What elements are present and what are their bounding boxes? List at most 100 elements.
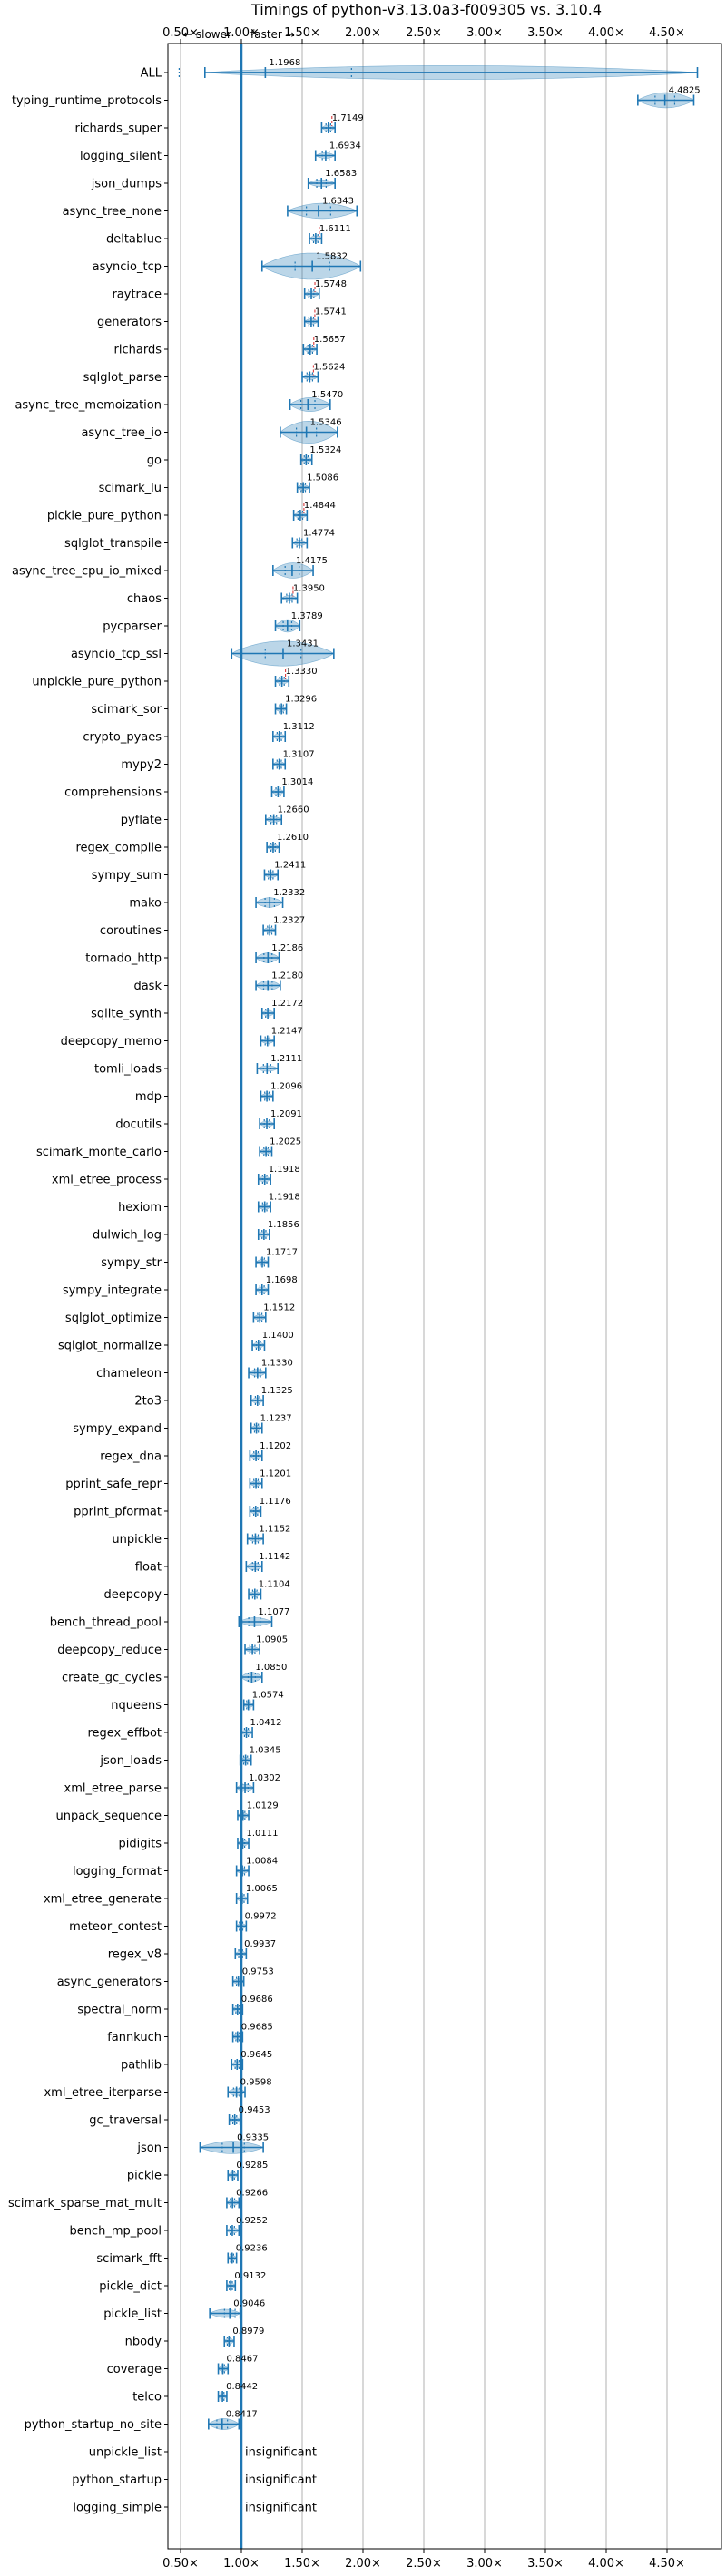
benchmark-label: sympy_sum [92, 869, 162, 883]
value-label: 0.8467 [226, 2355, 258, 2365]
benchmark-label: deepcopy [103, 1588, 162, 1602]
benchmark-label: pickle_pure_python [47, 510, 162, 523]
value-label: 0.8417 [226, 2410, 258, 2420]
value-label: 1.3789 [291, 611, 323, 621]
x-tick-label: 4.50× [649, 26, 685, 40]
benchmark-label: pidigits [119, 1838, 162, 1851]
x-tick-label: 2.50× [406, 26, 442, 40]
benchmark-label: python_startup_no_site [25, 2418, 162, 2432]
benchmark-label: float [135, 1561, 162, 1575]
benchmark-label: fannkuch [107, 2031, 162, 2044]
benchmark-label: dask [133, 980, 162, 993]
benchmark-label: sqlglot_optimize [65, 1312, 162, 1325]
value-label: 1.6934 [329, 141, 361, 151]
value-label: 1.1918 [269, 1165, 300, 1175]
value-label: 1.0065 [246, 1884, 278, 1894]
value-label: 1.1400 [262, 1331, 294, 1341]
benchmark-label: telco [132, 2391, 162, 2405]
value-label: 1.1918 [269, 1193, 300, 1203]
value-label: 1.2025 [270, 1137, 301, 1147]
benchmark-label: pickle [127, 2170, 162, 2183]
value-label: 1.1512 [263, 1303, 295, 1313]
value-label: 1.1104 [259, 1580, 290, 1590]
benchmark-label: gc_traversal [89, 2114, 162, 2128]
value-label: 1.3330 [286, 667, 318, 677]
value-label: 1.1077 [258, 1607, 289, 1617]
value-label: 1.2411 [274, 861, 306, 871]
value-label: 1.0850 [255, 1663, 287, 1673]
benchmark-label: sympy_integrate [63, 1284, 162, 1298]
x-tick-label: 4.00× [588, 26, 624, 40]
value-label: 1.1152 [259, 1525, 290, 1535]
value-label: 0.9453 [239, 2105, 270, 2115]
x-tick-label: 1.50× [284, 26, 320, 40]
benchmark-label: bench_thread_pool [50, 1616, 162, 1630]
benchmark-label: sqlglot_normalize [58, 1340, 162, 1353]
y-axis-labels: ALL typing_runtime_protocols richards_supe… [8, 67, 168, 2515]
value-label: 1.2172 [271, 999, 303, 1009]
x-tick-label: 3.00× [466, 26, 503, 40]
value-label: 0.9236 [236, 2244, 268, 2254]
benchmark-label: asyncio_tcp_ssl [71, 648, 162, 661]
benchmark-label: json_dumps [91, 178, 162, 191]
x-tick-label: 0.50× [162, 26, 199, 40]
benchmark-label: sympy_expand [73, 1422, 162, 1436]
x-tick-label: 0.50× [162, 2557, 199, 2571]
value-label: 0.9132 [234, 2271, 266, 2281]
reference-line-layer [240, 44, 698, 2549]
value-label: 1.1201 [260, 1469, 291, 1479]
value-label: 1.5624 [313, 363, 345, 373]
benchmark-label: scimark_fft [96, 2252, 162, 2266]
benchmark-label: asyncio_tcp [93, 260, 162, 274]
benchmark-label: crypto_pyaes [83, 731, 162, 745]
value-label: 1.5832 [316, 252, 348, 262]
benchmark-label: tornado_http [85, 952, 162, 966]
benchmark-label: sqlglot_transpile [64, 537, 162, 551]
benchmark-label: async_tree_none [63, 205, 162, 219]
value-label: 1.6111 [319, 224, 351, 234]
value-label: 1.7149 [332, 113, 364, 123]
value-label: 0.9972 [245, 1912, 277, 1922]
plot-frame [167, 43, 722, 2550]
value-label: 0.8442 [226, 2382, 258, 2392]
value-label: 1.0129 [247, 1801, 279, 1811]
benchmark-label: xml_etree_parse [64, 1782, 162, 1796]
benchmark-label: async_generators [57, 1976, 162, 1989]
value-label: 0.9685 [241, 2023, 273, 2033]
direction-labels: ← slower faster → [183, 28, 295, 41]
benchmark-label: scimark_sor [91, 703, 162, 717]
value-label: 1.2096 [270, 1082, 302, 1092]
x-axis-top: 0.50× 1.00× 1.50× 2.00× 2.50× 3.00× 3.50× 4.00×… [162, 26, 685, 44]
value-label: 0.9046 [233, 2299, 265, 2309]
value-label: 1.3014 [281, 777, 313, 787]
value-label: 1.1202 [260, 1441, 291, 1451]
faster-direction-label: faster → [250, 28, 295, 41]
benchmark-label: unpickle [112, 1533, 162, 1547]
x-tick-label: 2.50× [406, 2557, 442, 2571]
benchmark-label: unpickle_pure_python [32, 676, 162, 689]
benchmark-label: xml_etree_iterparse [44, 2086, 162, 2100]
benchmark-label: tomli_loads [94, 1063, 162, 1077]
benchmark-label: pprint_pformat [74, 1506, 162, 1519]
benchmark-label: nbody [125, 2336, 162, 2349]
benchmark-label: async_tree_cpu_io_mixed [12, 565, 162, 579]
insignificant-label: insignificant [245, 2474, 317, 2487]
value-label: 1.5470 [311, 390, 343, 400]
value-label: 1.0574 [252, 1691, 284, 1701]
benchmark-label: dulwich_log [93, 1229, 162, 1243]
value-label: 0.9645 [240, 2050, 272, 2060]
value-label: 1.1325 [261, 1386, 293, 1396]
benchmark-label: bench_mp_pool [69, 2225, 162, 2239]
benchmark-label: sqlglot_parse [83, 371, 162, 385]
value-label: 1.5748 [315, 279, 347, 289]
value-label: 1.4844 [304, 501, 336, 511]
value-label: 1.3296 [285, 695, 317, 705]
benchmark-label: deltablue [106, 233, 162, 247]
value-label: 1.2111 [270, 1054, 302, 1064]
benchmark-label: meteor_contest [69, 1920, 162, 1934]
value-label: 4.4825 [669, 86, 701, 96]
benchmark-label: logging_format [73, 1865, 162, 1878]
x-tick-label: 2.00× [345, 26, 381, 40]
benchmark-label: richards_super [74, 122, 162, 136]
